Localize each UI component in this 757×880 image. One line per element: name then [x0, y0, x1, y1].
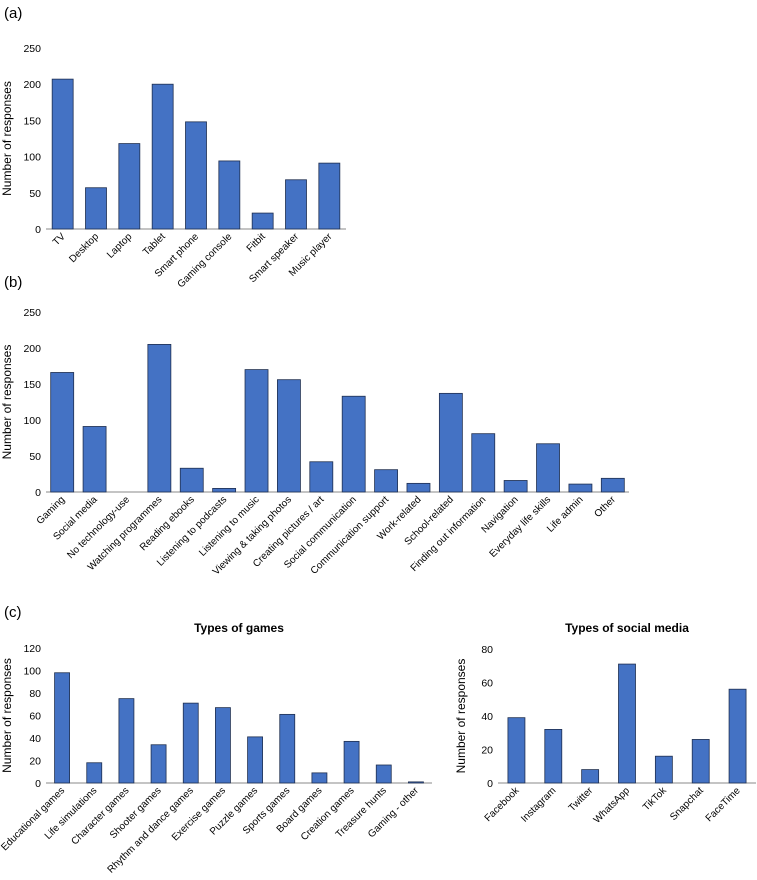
y-axis-label-2: Number of responses [0, 658, 14, 773]
bar-1-8 [309, 461, 334, 493]
bar-2-8 [311, 772, 328, 784]
y-tick-label-1-5: 250 [23, 307, 41, 319]
bar-1-5 [212, 487, 237, 493]
bar-1-15 [536, 443, 560, 493]
y-tick-label-1-0: 0 [35, 487, 41, 499]
y-tick-label-0-2: 100 [23, 152, 41, 164]
bar-2-3 [150, 744, 167, 784]
bar-0-7 [285, 179, 307, 230]
bar-0-8 [318, 162, 341, 230]
bar-2-5 [215, 707, 231, 784]
y-tick-label-1-3: 150 [23, 379, 41, 391]
y-axis-label-1: Number of responses [0, 345, 14, 460]
x-tick-label-0-6: Fitbit [245, 231, 268, 254]
x-tick-label-3-4: TikTok [641, 785, 670, 814]
y-tick-label-0-4: 200 [23, 79, 41, 91]
panel-label-c: (c) [4, 604, 22, 621]
bar-3-6 [728, 688, 747, 784]
bar-0-1 [85, 187, 107, 230]
bar-2-11 [408, 781, 424, 784]
bar-2-1 [86, 762, 103, 784]
bar-2-9 [343, 740, 360, 784]
y-tick-label-0-0: 0 [35, 224, 41, 236]
bar-0-5 [218, 160, 241, 230]
x-tick-label-0-0: TV [51, 231, 68, 248]
y-tick-label-3-2: 40 [481, 711, 493, 723]
x-tick-label-3-6: FaceTime [704, 785, 743, 824]
bar-3-4 [654, 755, 673, 784]
y-tick-label-0-3: 150 [23, 115, 41, 127]
y-tick-label-0-5: 250 [23, 43, 41, 55]
bar-0-2 [118, 143, 141, 230]
bar-1-12 [438, 392, 463, 493]
y-tick-label-0-1: 50 [29, 188, 41, 200]
y-tick-label-2-4: 80 [29, 688, 41, 700]
chart-title-2: Types of games [194, 621, 284, 635]
bar-1-4 [179, 467, 204, 493]
bar-0-6 [251, 212, 274, 230]
bar-2-7 [279, 713, 296, 784]
bar-2-6 [247, 736, 263, 784]
bar-2-0 [54, 672, 70, 784]
x-tick-label-0-1: Desktop [67, 231, 101, 265]
x-tick-label-3-3: WhatsApp [592, 785, 633, 826]
bar-1-7 [277, 379, 301, 493]
bar-0-4 [185, 121, 207, 230]
bar-0-3 [151, 83, 174, 230]
bar-1-3 [147, 343, 172, 493]
x-tick-label-1-6: Listening to music [197, 494, 261, 558]
y-tick-label-2-1: 20 [29, 756, 41, 768]
y-tick-label-3-4: 80 [481, 644, 493, 656]
bar-3-0 [507, 717, 526, 784]
bar-1-0 [50, 372, 75, 493]
bar-1-11 [406, 482, 431, 493]
bar-1-10 [374, 469, 398, 493]
chart-title-3: Types of social media [565, 621, 689, 635]
y-tick-label-3-3: 60 [481, 678, 493, 690]
bar-0-0 [51, 78, 74, 230]
y-tick-label-2-2: 40 [29, 733, 41, 745]
x-tick-label-1-15: Everyday life skills [488, 494, 554, 560]
bar-1-9 [341, 395, 366, 493]
bar-1-16 [568, 483, 593, 493]
x-tick-label-2-2: Character games [70, 785, 132, 847]
y-axis-label-0: Number of responses [0, 81, 14, 196]
x-tick-label-1-0: Gaming [35, 494, 68, 527]
bar-3-1 [544, 729, 563, 784]
y-tick-label-2-0: 0 [35, 778, 41, 790]
y-tick-label-3-0: 0 [487, 778, 493, 790]
y-tick-label-1-1: 50 [29, 451, 41, 463]
bar-2-10 [375, 764, 392, 784]
bar-2-2 [118, 698, 135, 784]
bar-3-3 [618, 663, 636, 784]
y-tick-label-1-2: 100 [23, 415, 41, 427]
bar-1-1 [82, 426, 107, 493]
x-tick-label-1-17: Other [592, 494, 618, 520]
x-tick-label-3-0: Facebook [483, 785, 523, 825]
panel-label-a: (a) [4, 5, 22, 22]
y-tick-label-3-1: 20 [481, 745, 493, 757]
bar-3-2 [581, 769, 600, 784]
x-tick-label-3-2: Twitter [567, 785, 596, 814]
bar-1-6 [244, 369, 269, 493]
panel-label-b: (b) [4, 274, 22, 291]
bar-3-5 [691, 739, 710, 784]
y-tick-label-2-5: 100 [23, 666, 41, 678]
y-tick-label-1-4: 200 [23, 343, 41, 355]
x-tick-label-0-3: Tablet [141, 231, 168, 258]
bar-1-14 [503, 480, 528, 493]
y-tick-label-2-6: 120 [23, 643, 41, 655]
bar-1-17 [600, 477, 625, 493]
x-tick-label-3-5: Snapchat [668, 785, 706, 823]
x-tick-label-3-1: Instagram [519, 785, 558, 824]
bar-2-4 [182, 702, 199, 784]
y-tick-label-2-3: 60 [29, 711, 41, 723]
y-axis-label-3: Number of responses [454, 659, 468, 774]
bar-1-13 [471, 433, 496, 493]
x-tick-label-0-2: Laptop [105, 231, 135, 261]
